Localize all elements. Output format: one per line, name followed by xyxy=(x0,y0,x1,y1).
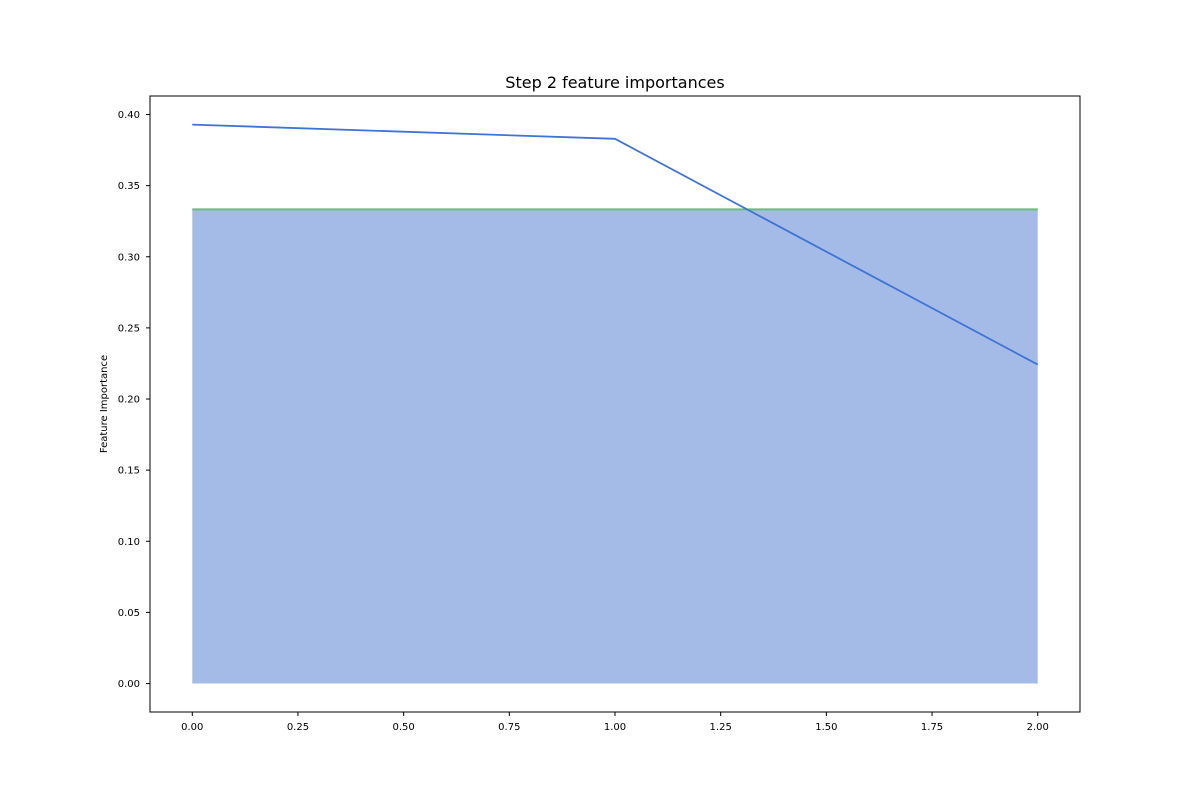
y-tick-label: 0.35 xyxy=(118,181,140,192)
area-fill xyxy=(192,209,1038,684)
x-tick-label: 1.25 xyxy=(710,722,732,733)
plot-area xyxy=(192,123,1039,684)
y-axis-label: Feature Importance xyxy=(99,355,110,453)
y-tick-label: 0.00 xyxy=(118,679,140,690)
y-tick-label: 0.15 xyxy=(118,466,140,477)
x-tick-label: 0.75 xyxy=(498,722,520,733)
series-line xyxy=(192,123,1039,366)
x-tick-label: 1.75 xyxy=(921,722,943,733)
y-tick-label: 0.10 xyxy=(118,537,140,548)
y-axis: 0.00 0.05 0.10 0.15 0.20 0.25 0.30 0.35 0.40 xyxy=(118,110,150,690)
x-tick-label: 2.00 xyxy=(1027,722,1049,733)
x-tick-label: 1.00 xyxy=(604,722,626,733)
x-tick-label: 0.50 xyxy=(393,722,415,733)
y-tick-label: 0.40 xyxy=(118,110,140,121)
y-tick-label: 0.30 xyxy=(118,252,140,263)
x-axis: 0.00 0.25 0.50 0.75 1.00 1.25 1.50 1.75 2.00 xyxy=(181,712,1049,733)
x-tick-label: 0.00 xyxy=(181,722,203,733)
chart-title: Step 2 feature importances xyxy=(505,73,724,92)
y-tick-label: 0.05 xyxy=(118,608,140,619)
x-tick-label: 0.25 xyxy=(287,722,309,733)
y-tick-label: 0.25 xyxy=(118,323,140,334)
y-tick-label: 0.20 xyxy=(118,395,140,406)
x-tick-label: 1.50 xyxy=(815,722,837,733)
